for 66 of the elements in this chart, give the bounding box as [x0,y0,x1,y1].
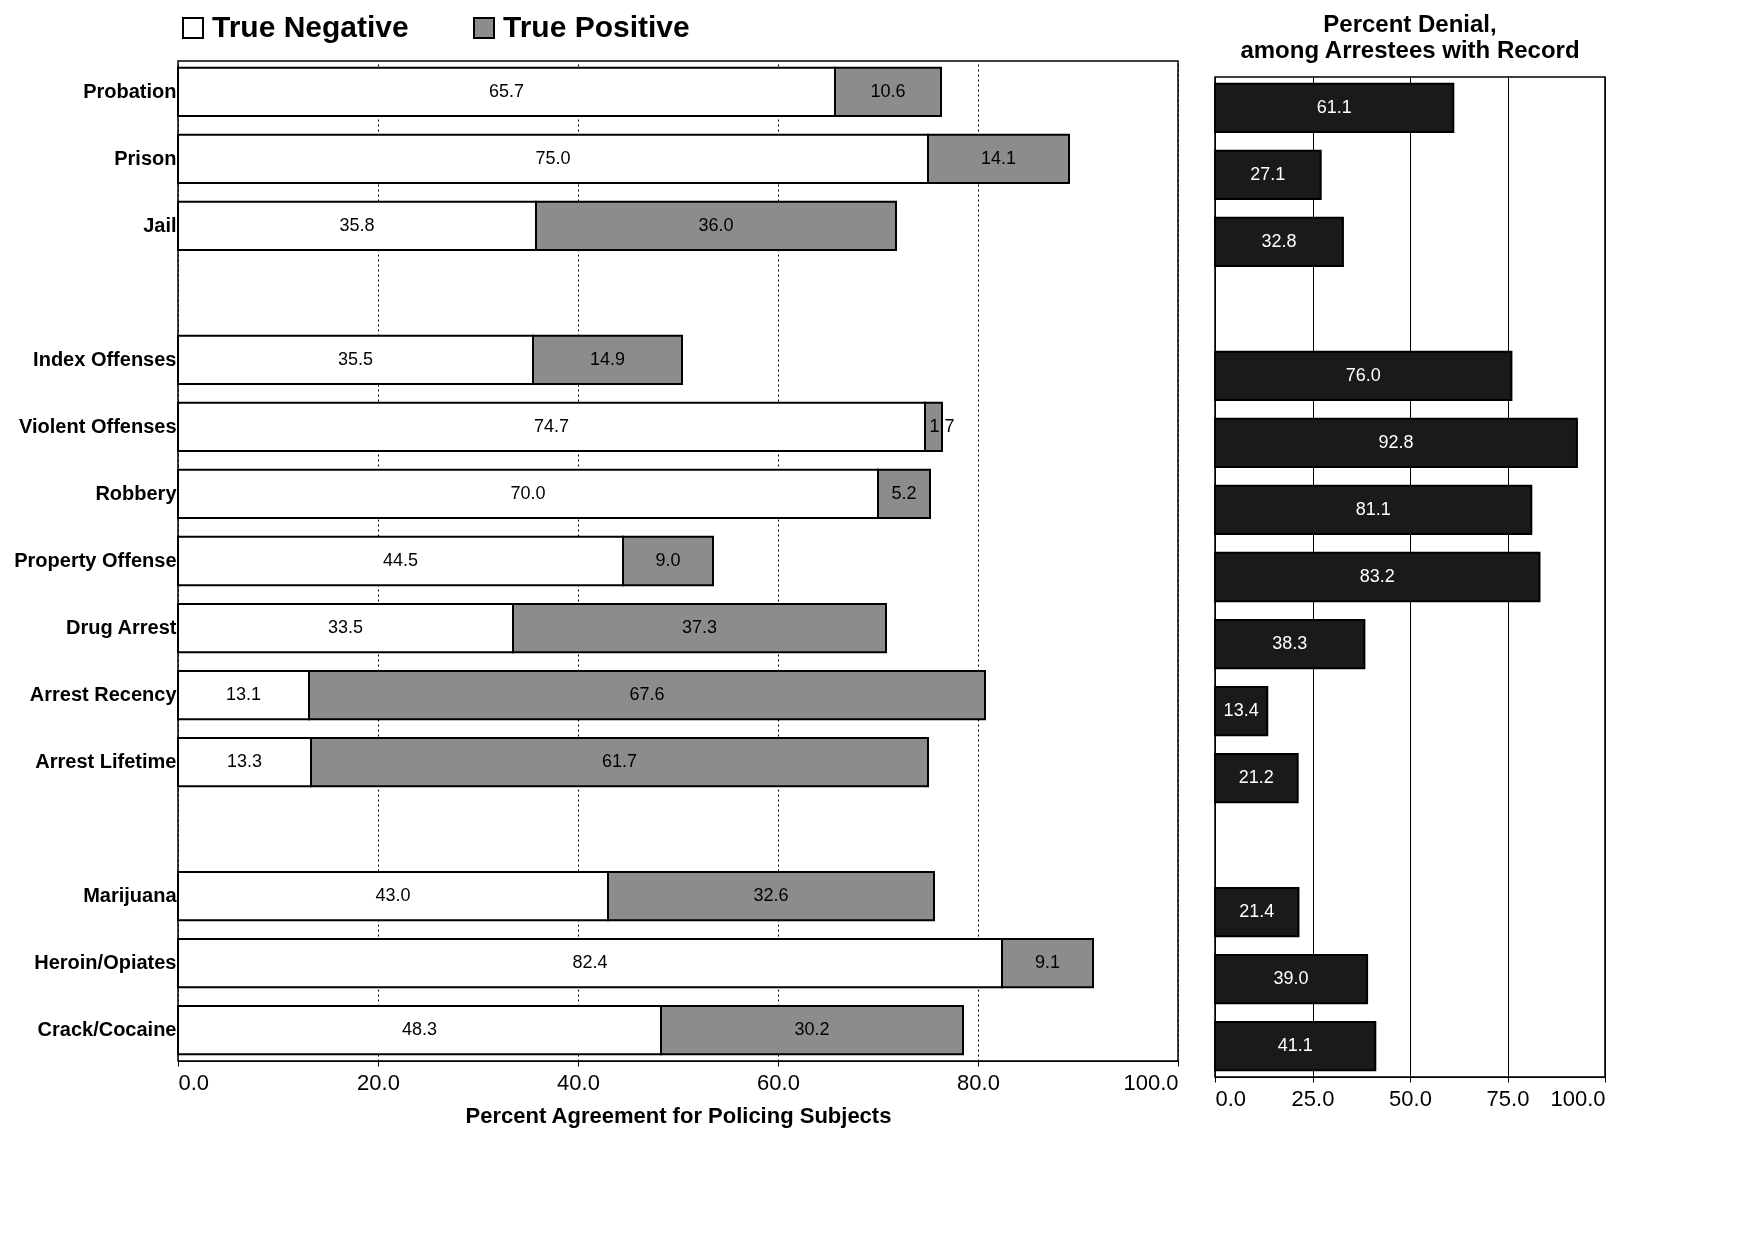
y-tick-label: Jail [143,213,177,236]
data-label: 39.0 [1273,968,1309,989]
data-label: 67.6 [629,684,665,705]
data-label: 61.7 [601,751,638,772]
data-label: 10.6 [870,80,906,101]
y-tick-label: Heroin/Opiates [34,951,177,974]
data-label: 65.7 [488,80,525,101]
data-label: 83.2 [1359,566,1395,586]
data-label: 32.6 [753,885,789,906]
data-label: 75.0 [535,147,571,168]
data-label: 13.3 [226,751,263,772]
x-axis-title: Percent Agreement for Policing Subjects [465,1102,892,1128]
y-tick-label: Arrest Recency [29,683,178,706]
x-tick-label: 25.0 [1291,1085,1335,1111]
data-label: 70.0 [510,482,546,503]
data-label: 61.1 [1316,96,1352,117]
data-label: 44.5 [382,550,419,570]
data-label: 81.1 [1355,498,1391,519]
data-label: 9.1 [1034,952,1061,973]
x-tick-label: 60.0 [757,1069,800,1095]
y-tick-label: Violent Offenses [19,414,177,437]
x-tick-label: 100.0 [1550,1085,1606,1111]
data-label: 38.3 [1272,633,1308,654]
data-label: 82.4 [572,952,608,973]
data-label: 92.8 [1378,431,1414,452]
x-tick-label: 100.0 [1123,1069,1179,1095]
data-label: 13.4 [1223,700,1259,721]
data-label: 43.0 [375,885,411,906]
y-tick-label: Probation [83,79,177,102]
y-tick-label: Arrest Lifetime [35,750,177,773]
data-label: 32.8 [1261,230,1297,251]
y-tick-label: Robbery [95,481,178,504]
legend-label: True Positive [503,10,690,43]
x-tick-label: 50.0 [1389,1085,1432,1111]
x-tick-label: 0.0 [1215,1085,1247,1111]
y-tick-label: Prison [114,146,177,169]
data-label: 74.7 [533,415,570,436]
data-label: 36.0 [698,214,734,235]
data-label: 14.1 [980,147,1017,168]
data-label: 35.5 [337,348,374,369]
y-tick-label: Marijuana [83,884,178,907]
data-label: 41.1 [1277,1035,1313,1056]
y-tick-label: Crack/Cocaine [37,1018,177,1041]
data-label: 21.4 [1239,901,1275,922]
x-tick-label: 80.0 [957,1069,1000,1095]
data-label: 21.2 [1238,767,1274,788]
x-tick-label: 40.0 [557,1069,600,1095]
chart-title: Percent Denial, among Arrestees with Record [1240,10,1580,63]
x-tick-label: 0.0 [178,1069,210,1095]
data-label: 9.0 [655,550,681,570]
data-label: 13.1 [225,684,262,705]
y-tick-label: Drug Arrest [66,616,177,639]
data-label: 33.5 [327,617,364,638]
data-label: 48.3 [401,1019,438,1040]
y-tick-label: Index Offenses [33,347,177,370]
x-tick-label: 20.0 [357,1069,400,1095]
data-label: 27.1 [1250,163,1286,184]
data-label: 35.8 [339,214,375,235]
data-label: 5.2 [891,482,917,503]
data-label: 76.0 [1345,364,1381,385]
data-label: 14.9 [589,348,626,369]
data-label: 30.2 [794,1019,830,1040]
y-tick-label: Property Offense [14,549,177,571]
data-label: 37.3 [681,617,718,638]
legend-label: True Negative [212,10,409,43]
x-tick-label: 75.0 [1486,1085,1530,1111]
